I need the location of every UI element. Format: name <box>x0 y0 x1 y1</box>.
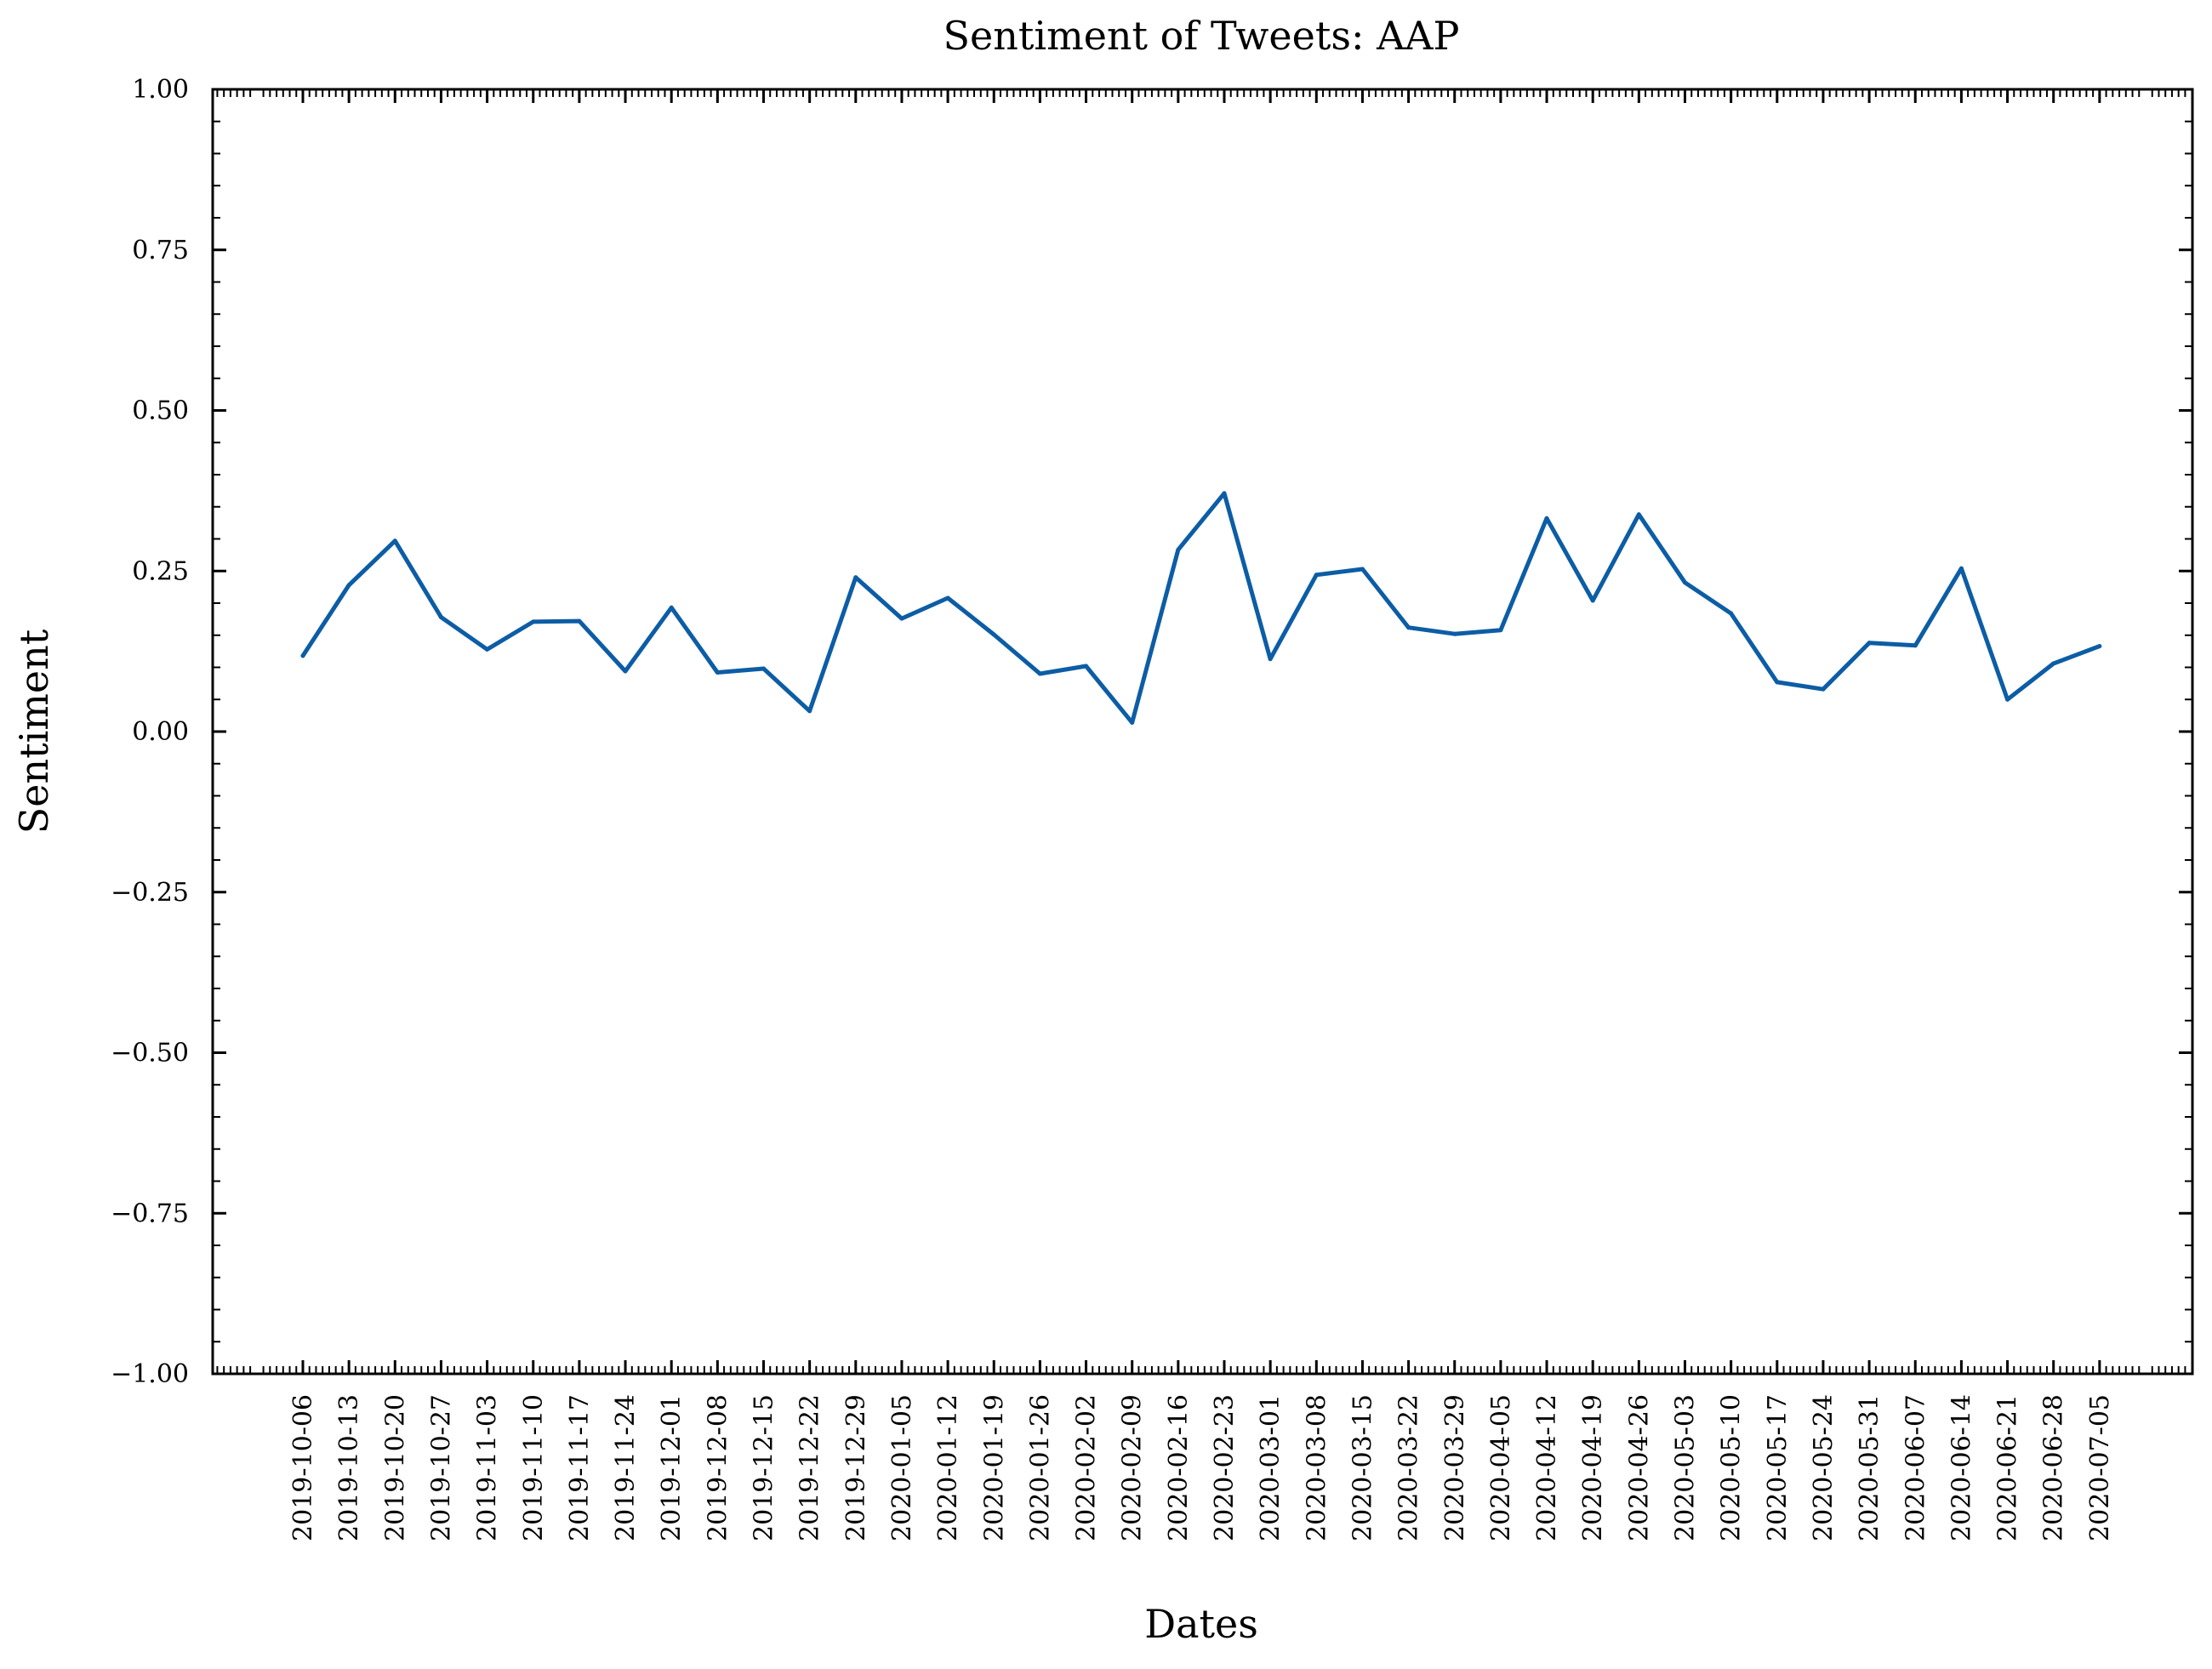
x-tick-label: 2020-04-26 <box>1624 1394 1654 1541</box>
data-point <box>1176 547 1181 552</box>
chart-title: Sentiment of Tweets: AAP <box>944 13 1460 59</box>
x-tick-label: 2020-06-07 <box>1901 1394 1930 1541</box>
x-tick-label: 2020-02-02 <box>1072 1394 1102 1541</box>
x-tick-label: 2020-02-16 <box>1164 1394 1194 1541</box>
data-point <box>1406 625 1411 630</box>
data-point <box>577 618 582 624</box>
x-tick-label: 2019-12-01 <box>657 1394 687 1541</box>
data-point <box>761 666 766 671</box>
data-point <box>1452 631 1457 636</box>
x-tick-label: 2020-06-28 <box>2039 1394 2069 1541</box>
x-tick-label: 2020-07-05 <box>2085 1394 2115 1541</box>
data-point <box>945 595 950 601</box>
x-tick-label: 2019-11-03 <box>473 1394 503 1541</box>
data-point <box>300 653 305 658</box>
data-point <box>1222 491 1227 496</box>
y-tick-label: 0.00 <box>132 717 189 747</box>
data-point <box>1130 720 1135 725</box>
data-point <box>1683 580 1687 585</box>
x-axis-label: Dates <box>1144 1601 1258 1647</box>
data-point <box>2051 661 2056 666</box>
data-point <box>1729 611 1734 616</box>
x-tick-label: 2020-02-09 <box>1118 1394 1148 1541</box>
y-tick-label: −1.00 <box>111 1359 189 1389</box>
y-tick-label: 1.00 <box>132 75 189 105</box>
data-point <box>1821 686 1826 692</box>
data-point <box>485 647 490 652</box>
data-point <box>807 709 812 714</box>
y-tick-label: −0.25 <box>111 878 189 908</box>
data-point <box>392 538 397 544</box>
data-point <box>1913 643 1918 648</box>
x-tick-label: 2020-03-08 <box>1302 1394 1331 1541</box>
x-tick-label: 2020-03-15 <box>1348 1394 1377 1541</box>
x-tick-label: 2020-05-24 <box>1809 1394 1839 1541</box>
y-tick-labels: −1.00 −0.75 −0.50 −0.25 0.00 0.25 0.50 0.75 1.00 <box>111 75 189 1389</box>
data-point <box>853 575 858 580</box>
series-line <box>300 491 2102 725</box>
y-tick-label: −0.50 <box>111 1039 189 1068</box>
data-point <box>1268 657 1273 662</box>
x-tick-label: 2020-04-19 <box>1578 1394 1608 1541</box>
x-tick-label: 2019-12-29 <box>841 1394 871 1541</box>
x-tick-label: 2019-11-17 <box>565 1394 595 1541</box>
x-tick-label: 2020-05-10 <box>1717 1394 1747 1541</box>
x-tick-label: 2019-10-20 <box>380 1394 410 1541</box>
data-point <box>1037 671 1042 676</box>
data-point <box>1084 664 1089 669</box>
data-point <box>991 632 996 637</box>
x-tick-labels: 2019-10-06 2019-10-13 2019-10-20 2019-10-27… <box>288 1394 2115 1541</box>
x-tick-label: 2020-04-05 <box>1486 1394 1516 1541</box>
y-tick-label: 0.50 <box>132 396 189 426</box>
data-point <box>1636 512 1641 517</box>
x-tick-label: 2020-01-05 <box>887 1394 917 1541</box>
x-tick-label: 2019-11-24 <box>611 1394 641 1541</box>
data-point <box>531 619 536 624</box>
y-tick-label: 0.75 <box>132 236 189 265</box>
x-tick-label: 2020-05-03 <box>1671 1394 1701 1541</box>
y-tick-label: −0.75 <box>111 1199 189 1228</box>
x-tick-label: 2020-06-14 <box>1947 1394 1976 1541</box>
x-tick-label: 2019-10-13 <box>334 1394 364 1541</box>
data-point <box>1498 628 1503 633</box>
x-tick-label: 2020-01-12 <box>933 1394 963 1541</box>
series-points <box>300 491 2102 725</box>
x-tick-label: 2020-03-29 <box>1440 1394 1470 1541</box>
x-tick-label: 2019-11-10 <box>519 1394 549 1541</box>
y-axis-label: Sentiment <box>11 629 57 834</box>
data-point <box>1360 567 1365 572</box>
data-point <box>899 616 904 621</box>
x-tick-label: 2020-03-01 <box>1256 1394 1286 1541</box>
x-tick-label: 2020-01-19 <box>979 1394 1009 1541</box>
data-point <box>623 669 628 674</box>
x-tick-label: 2020-05-17 <box>1763 1394 1793 1541</box>
data-point <box>1590 598 1595 603</box>
data-point <box>669 605 674 610</box>
data-point <box>346 583 351 588</box>
x-tick-label: 2020-01-26 <box>1025 1394 1055 1541</box>
plot-frame <box>211 88 2194 1376</box>
data-point <box>2097 644 2102 649</box>
data-point <box>438 615 443 620</box>
data-point <box>715 670 720 675</box>
x-tick-label: 2019-10-06 <box>288 1394 318 1541</box>
x-tick-label: 2020-03-22 <box>1394 1394 1424 1541</box>
x-tick-label: 2019-10-27 <box>426 1394 456 1541</box>
data-point <box>2005 697 2010 702</box>
data-point <box>1775 680 1780 685</box>
x-tick-label: 2020-06-21 <box>1993 1394 2023 1541</box>
x-tick-label: 2019-12-08 <box>703 1394 733 1541</box>
data-point <box>1958 566 1964 571</box>
x-tick-label: 2020-02-23 <box>1210 1394 1240 1541</box>
x-tick-label: 2019-12-15 <box>750 1394 779 1541</box>
x-tick-label: 2020-04-12 <box>1532 1394 1562 1541</box>
data-point <box>1544 516 1549 521</box>
data-point <box>1867 641 1872 646</box>
x-tick-label: 2019-12-22 <box>795 1394 825 1541</box>
data-point <box>1314 572 1319 578</box>
y-tick-label: 0.25 <box>132 556 189 586</box>
x-tick-label: 2020-05-31 <box>1855 1394 1884 1541</box>
